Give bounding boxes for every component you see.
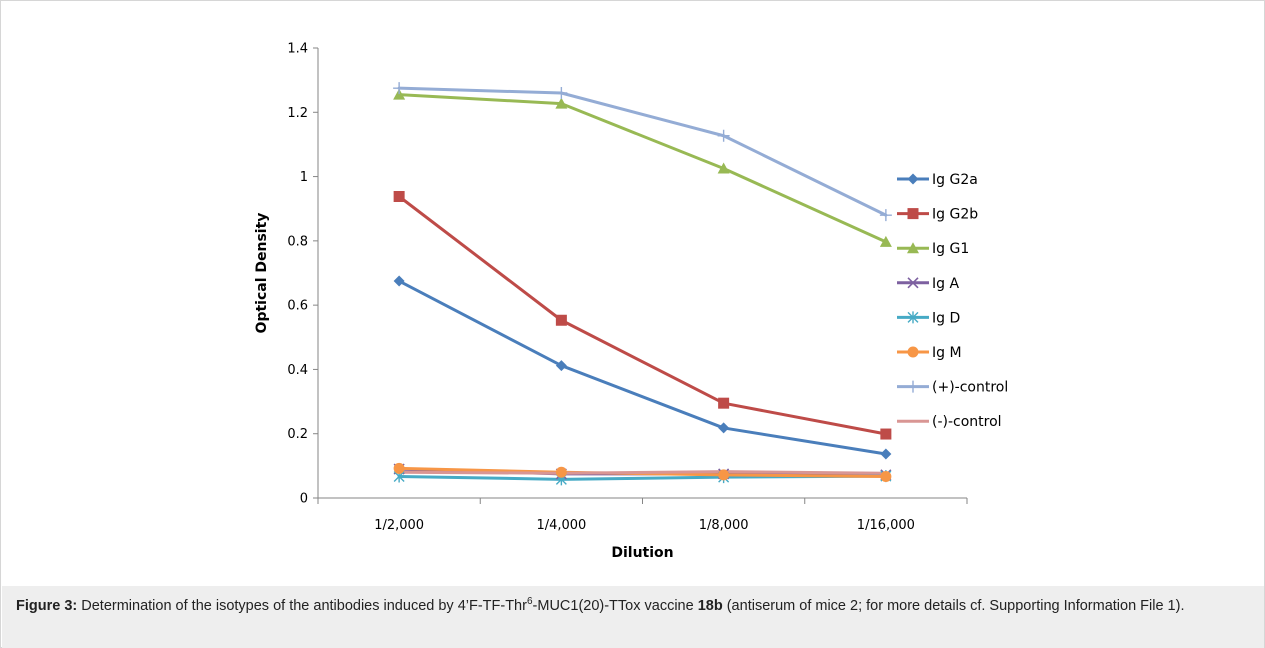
- data-point-ig-m: [718, 469, 730, 481]
- legend-marker-ig-g2b: [907, 208, 919, 220]
- caption-label: Figure 3:: [16, 598, 78, 614]
- x-tick-label: 1/16,000: [857, 518, 915, 533]
- data-point-control: [393, 82, 406, 95]
- data-point-ig-g2b: [555, 314, 567, 326]
- figure-caption: Figure 3: Determination of the isotypes …: [2, 586, 1264, 648]
- data-point-ig-m: [393, 462, 405, 474]
- data-point-ig-g1: [879, 235, 892, 247]
- data-point-ig-g2b: [393, 191, 405, 202]
- data-point-ig-g2a: [555, 360, 567, 372]
- y-tick-label: 0.2: [287, 427, 308, 442]
- legend-marker-ig-d: [907, 311, 919, 324]
- legend-label-ig-m: Ig M: [932, 345, 962, 361]
- y-tick-label: 1.2: [287, 106, 308, 121]
- data-point-control: [879, 209, 892, 222]
- y-tick-label: 0.4: [287, 363, 308, 378]
- series-line-control: [397, 470, 888, 475]
- legend-marker-control: [907, 380, 919, 393]
- legend-label-control: (+)-control: [932, 380, 1008, 396]
- x-axis-title: Dilution: [611, 545, 673, 561]
- legend-label-ig-a: Ig A: [932, 276, 959, 292]
- data-point-ig-m: [555, 466, 567, 478]
- series-line-ig-g2b: [397, 195, 888, 436]
- data-point-control: [717, 129, 730, 142]
- data-point-ig-g2b: [880, 428, 892, 440]
- y-tick-label: 0.6: [287, 299, 308, 314]
- caption-superscript: 6: [526, 596, 533, 608]
- series-line-ig-g1: [397, 93, 888, 244]
- data-point-control: [555, 87, 568, 99]
- data-point-ig-g1: [555, 97, 568, 109]
- y-tick-label: 1: [300, 170, 308, 185]
- legend-label-ig-g1: Ig G1: [932, 241, 969, 257]
- x-tick-label: 1/2,000: [374, 518, 424, 533]
- x-tick-label: 1/4,000: [536, 518, 586, 533]
- data-point-ig-g2a: [880, 448, 892, 460]
- line-chart: 0 0.2 0.4 0.6 0.8 1 1.2 1.4 1/2,000 1/4,000 1/8,00…: [254, 42, 1008, 562]
- y-tick-label: 0.8: [287, 234, 308, 249]
- y-tick-label: 0: [300, 492, 308, 507]
- series-line-ig-g2a: [397, 279, 888, 456]
- y-axis-title: Optical Density: [254, 213, 270, 334]
- data-point-ig-m: [880, 470, 892, 482]
- legend-label-ig-g2a: Ig G2a: [932, 172, 978, 188]
- series-line-control: [397, 86, 888, 217]
- caption-text-2: -MUC1(20)-TTox vaccine: [532, 598, 698, 614]
- legend-label-ig-g2b: Ig G2b: [932, 207, 978, 223]
- y-tick-label: 1.4: [287, 42, 308, 57]
- caption-text-3: (antiserum of mice 2; for more details c…: [722, 598, 1185, 614]
- legend-marker-ig-g1: [907, 242, 919, 254]
- data-point-ig-g2a: [718, 422, 730, 434]
- legend-marker-ig-a: [907, 277, 919, 289]
- legend-label-control: (-)-control: [932, 414, 1002, 430]
- legend-label-ig-d: Ig D: [932, 310, 960, 326]
- caption-text-1: Determination of the isotypes of the ant…: [77, 598, 527, 614]
- data-point-ig-g2b: [718, 397, 730, 409]
- data-point-ig-g2a: [393, 275, 405, 287]
- x-tick-label: 1/8,000: [699, 518, 749, 533]
- caption-compound: 18b: [697, 598, 723, 614]
- data-point-ig-g1: [717, 162, 730, 174]
- legend-marker-ig-m: [907, 346, 919, 358]
- legend-marker-ig-g2a: [907, 173, 919, 185]
